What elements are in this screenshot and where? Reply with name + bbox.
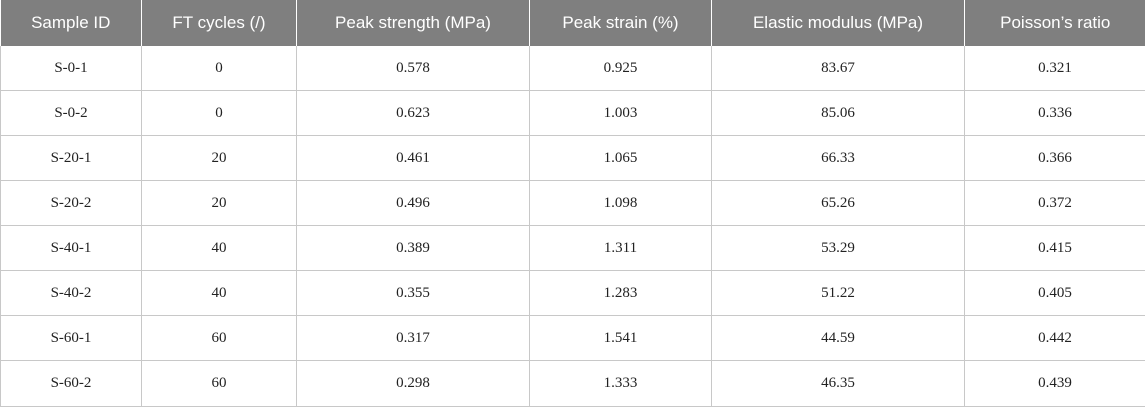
cell-sample-id: S-40-1 [0, 225, 142, 271]
cell-peak-strength: 0.578 [296, 46, 530, 91]
cell-peak-strain: 1.311 [529, 225, 712, 271]
cell-sample-id: S-20-2 [0, 180, 142, 226]
cell-poissons-ratio: 0.372 [964, 180, 1145, 226]
cell-poissons-ratio: 0.415 [964, 225, 1145, 271]
header-poissons-ratio: Poisson’s ratio [964, 0, 1145, 46]
cell-sample-id: S-60-1 [0, 315, 142, 361]
table-row: S-0-1 0 0.578 0.925 83.67 0.321 [0, 46, 1145, 91]
cell-elastic-modulus: 44.59 [711, 315, 965, 361]
table-body: S-0-1 0 0.578 0.925 83.67 0.321 S-0-2 0 0.623 1.0… [0, 46, 1145, 407]
cell-elastic-modulus: 66.33 [711, 135, 965, 181]
table-row: S-40-1 40 0.389 1.311 53.29 0.415 [0, 225, 1145, 271]
cell-ft-cycles: 40 [141, 270, 297, 316]
cell-elastic-modulus: 53.29 [711, 225, 965, 271]
cell-peak-strength: 0.461 [296, 135, 530, 181]
table-row: S-40-2 40 0.355 1.283 51.22 0.405 [0, 270, 1145, 316]
cell-elastic-modulus: 46.35 [711, 360, 965, 407]
cell-ft-cycles: 20 [141, 135, 297, 181]
cell-elastic-modulus: 51.22 [711, 270, 965, 316]
cell-peak-strain: 0.925 [529, 46, 712, 91]
cell-peak-strain: 1.333 [529, 360, 712, 407]
cell-ft-cycles: 60 [141, 360, 297, 407]
cell-elastic-modulus: 83.67 [711, 46, 965, 91]
cell-poissons-ratio: 0.439 [964, 360, 1145, 407]
header-ft-cycles: FT cycles (/) [141, 0, 297, 46]
header-row: Sample ID FT cycles (/) Peak strength (M… [0, 0, 1145, 46]
cell-peak-strength: 0.355 [296, 270, 530, 316]
cell-peak-strength: 0.623 [296, 90, 530, 136]
cell-peak-strength: 0.298 [296, 360, 530, 407]
header-peak-strain: Peak strain (%) [529, 0, 712, 46]
cell-peak-strength: 0.496 [296, 180, 530, 226]
cell-peak-strain: 1.283 [529, 270, 712, 316]
cell-poissons-ratio: 0.405 [964, 270, 1145, 316]
table-row: S-60-2 60 0.298 1.333 46.35 0.439 [0, 360, 1145, 407]
cell-poissons-ratio: 0.442 [964, 315, 1145, 361]
table-row: S-20-2 20 0.496 1.098 65.26 0.372 [0, 180, 1145, 226]
table-row: S-0-2 0 0.623 1.003 85.06 0.336 [0, 90, 1145, 136]
cell-ft-cycles: 20 [141, 180, 297, 226]
cell-peak-strength: 0.317 [296, 315, 530, 361]
cell-sample-id: S-0-2 [0, 90, 142, 136]
cell-peak-strain: 1.098 [529, 180, 712, 226]
header-elastic-modulus: Elastic modulus (MPa) [711, 0, 965, 46]
cell-sample-id: S-40-2 [0, 270, 142, 316]
cell-sample-id: S-60-2 [0, 360, 142, 407]
table-row: S-20-1 20 0.461 1.065 66.33 0.366 [0, 135, 1145, 181]
cell-peak-strain: 1.003 [529, 90, 712, 136]
cell-poissons-ratio: 0.366 [964, 135, 1145, 181]
cell-ft-cycles: 40 [141, 225, 297, 271]
table-row: S-60-1 60 0.317 1.541 44.59 0.442 [0, 315, 1145, 361]
cell-elastic-modulus: 85.06 [711, 90, 965, 136]
cell-peak-strain: 1.065 [529, 135, 712, 181]
cell-sample-id: S-0-1 [0, 46, 142, 91]
header-peak-strength: Peak strength (MPa) [296, 0, 530, 46]
cell-sample-id: S-20-1 [0, 135, 142, 181]
cell-poissons-ratio: 0.321 [964, 46, 1145, 91]
cell-peak-strength: 0.389 [296, 225, 530, 271]
cell-peak-strain: 1.541 [529, 315, 712, 361]
cell-poissons-ratio: 0.336 [964, 90, 1145, 136]
header-sample-id: Sample ID [0, 0, 142, 46]
cell-ft-cycles: 0 [141, 46, 297, 91]
cell-ft-cycles: 60 [141, 315, 297, 361]
cell-elastic-modulus: 65.26 [711, 180, 965, 226]
cell-ft-cycles: 0 [141, 90, 297, 136]
